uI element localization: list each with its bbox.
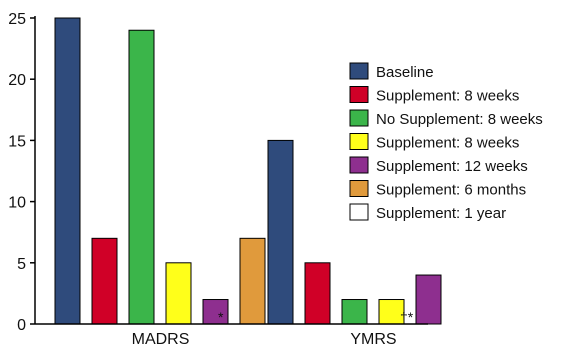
legend-swatch-6 (349, 203, 369, 221)
legend-label-1: Supplement: 8 weeks (376, 88, 519, 105)
bar-madrs-series-3 (165, 262, 192, 325)
bar-ymrs-series-3 (378, 299, 405, 325)
legend-swatch-2 (349, 109, 369, 127)
y-tick-label-15: 15 (8, 133, 26, 150)
legend-label-4: Supplement: 12 weeks (376, 158, 528, 175)
y-tick-label-0: 0 (17, 317, 26, 334)
bars (54, 17, 442, 325)
y-axis-ticks: 0 5 10 15 20 25 (8, 11, 35, 334)
legend-swatch-1 (349, 86, 369, 103)
bar-madrs-series-0 (54, 17, 81, 325)
legend: Baseline Supplement: 8 weeks No Supplement… (349, 62, 543, 222)
y-tick-label-5: 5 (17, 256, 26, 273)
bar-madrs-series-5 (239, 237, 266, 325)
bar-ymrs-series-4 (415, 274, 442, 325)
x-tick-label-ymrs: YMRS (350, 331, 396, 348)
annotation-1: †* (400, 309, 414, 325)
bar-madrs-series-2 (128, 29, 155, 325)
bar-madrs-series-1 (91, 237, 118, 325)
legend-swatch-0 (349, 62, 369, 80)
bar-ymrs-series-2 (341, 299, 368, 325)
y-tick-label-25: 25 (8, 11, 26, 28)
legend-label-0: Baseline (376, 64, 434, 81)
x-axis-labels: MADRS YMRS (132, 331, 397, 348)
x-tick-label-madrs: MADRS (132, 331, 190, 348)
legend-label-2: No Supplement: 8 weeks (376, 111, 543, 128)
legend-label-6: Supplement: 1 year (376, 205, 506, 222)
legend-swatch-3 (349, 133, 369, 150)
annotations: * †* (218, 309, 414, 325)
bar-ymrs-series-0 (267, 139, 294, 325)
bar-ymrs-series-1 (304, 262, 331, 325)
legend-label-5: Supplement: 6 months (376, 182, 526, 199)
bar-madrs-series-4 (202, 299, 229, 325)
axes (34, 16, 428, 325)
annotation-0: * (218, 309, 224, 325)
legend-label-3: Supplement: 8 weeks (376, 135, 519, 152)
y-tick-label-10: 10 (8, 195, 26, 212)
legend-swatch-5 (349, 180, 369, 197)
y-tick-label-20: 20 (8, 72, 26, 89)
legend-swatch-4 (349, 156, 369, 174)
